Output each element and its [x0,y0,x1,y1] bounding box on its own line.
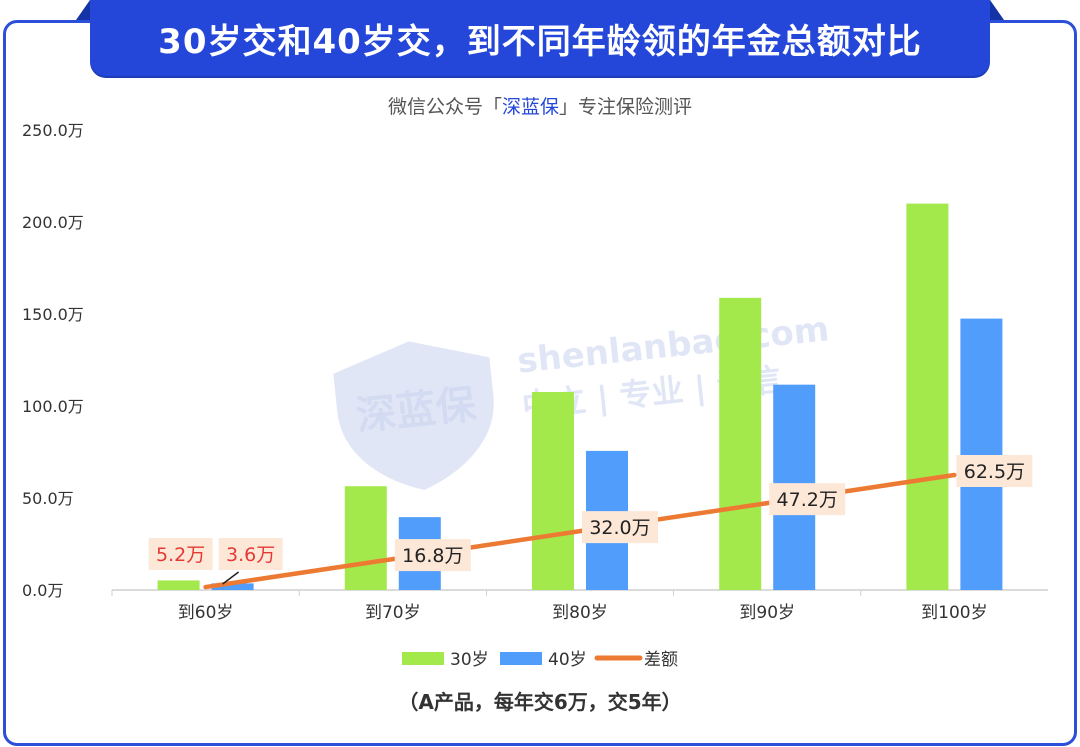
diff-value-label: 32.0万 [589,517,650,539]
diff-value-label-bg [956,455,1033,487]
subtitle-brand: 深蓝保 [501,96,559,118]
diff-value-label: 16.8万 [402,545,463,567]
legend-label-40: 40岁 [548,650,587,670]
bar-30-value-label-bg [148,538,213,570]
watermark-shield-icon [333,341,494,491]
y-tick-label: 200.0万 [22,213,84,232]
chart-title-text: 30岁交和40岁交，到不同年龄领的年金总额对比 [158,21,922,62]
subtitle-prefix: 微信公众号「 [387,96,502,118]
bar-30 [344,486,387,590]
x-tick-label: 到90岁 [739,603,795,623]
y-axis: 0.0万 50.0万 100.0万 150.0万 200.0万 250.0万 [22,121,1048,600]
chart-title: 30岁交和40岁交，到不同年龄领的年金总额对比 [76,0,1004,76]
diff-value-label: 47.2万 [777,489,838,511]
legend-label-30: 30岁 [450,650,489,670]
subtitle-suffix: 」专注保险测评 [559,96,693,118]
y-tick-label: 100.0万 [22,397,84,416]
bar-30 [906,203,949,590]
bar-40 [211,583,254,590]
bar-30 [719,297,762,590]
y-tick-label: 250.0万 [22,121,84,140]
y-tick-label: 0.0万 [22,581,63,600]
footnote: （A产品，每年交6万，交5年） [398,690,682,714]
diff-value-label: 62.5万 [964,461,1025,483]
diff-value-label-bg [582,511,658,544]
bar-30 [157,580,200,590]
diff-value-label-bg [769,483,846,516]
bar-40-value-label: 3.6万 [226,544,275,566]
x-tick-label: 到70岁 [365,603,421,623]
y-tick-label: 50.0万 [22,489,74,508]
bar-40 [960,318,1003,590]
legend-swatch-30 [402,652,444,665]
y-tick-label: 150.0万 [22,305,84,324]
legend: 30岁 40岁 差额 [402,650,678,670]
bar-40-value-label-bg [218,538,283,570]
x-axis: 到60岁 到70岁 到80岁 到90岁 到100岁 [111,590,988,623]
x-tick-label: 到80岁 [552,603,608,623]
bar-30-value-label: 5.2万 [156,544,205,566]
bar-series [157,203,1003,590]
label-leader-line [222,571,240,585]
chart-subtitle: 微信公众号「深蓝保」专注保险测评 [0,92,1080,119]
chart-frame [3,20,1077,746]
legend-label-diff: 差额 [644,650,678,670]
x-tick-label: 到100岁 [921,603,987,623]
diff-value-label-bg [394,539,471,572]
x-tick-label: 到60岁 [178,603,234,623]
legend-swatch-40 [500,652,542,665]
bar-30 [532,392,574,590]
data-labels: 5.2万 3.6万 16.8万 32.0万 47.2万 62.5万 [148,455,1033,585]
